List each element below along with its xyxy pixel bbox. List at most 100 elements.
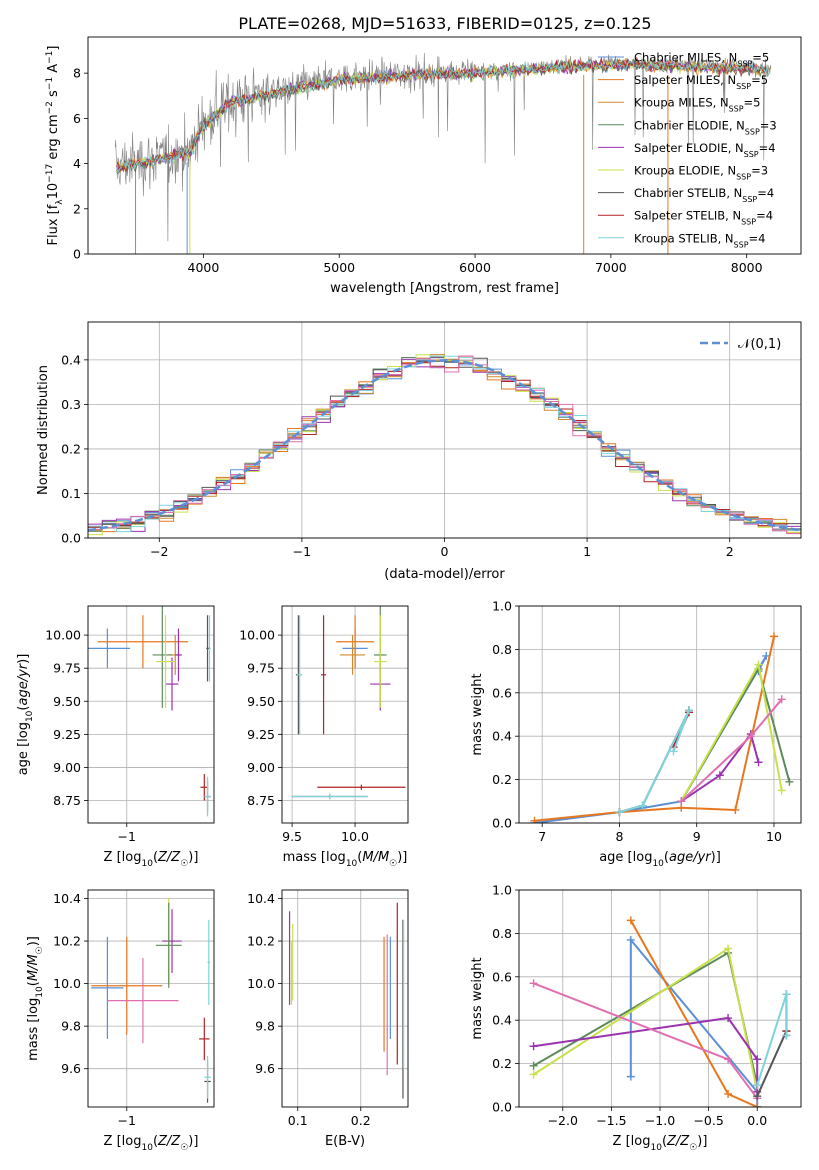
y-tick-label: 9.00 — [53, 760, 81, 775]
y-tick-label: 9.00 — [247, 760, 275, 775]
x-tick-label: −1.5 — [596, 1113, 626, 1128]
y-tick-label: 0.2 — [492, 772, 512, 787]
legend-entry: Kroupa STELIB, NSSP=4 — [634, 231, 765, 249]
model-spectrum — [116, 56, 769, 173]
weight-marker — [777, 786, 786, 795]
x-tick-label: 9 — [693, 829, 701, 844]
legend-entry: Salpeter STELIB, NSSP=4 — [634, 209, 773, 227]
weight-marker — [626, 1072, 635, 1081]
x-tick-label: −1.0 — [645, 1113, 675, 1128]
weight-marker — [753, 1081, 762, 1090]
weight-marker — [684, 706, 693, 715]
weight-line — [533, 1016, 759, 1092]
x-tick-label: 7000 — [595, 260, 627, 275]
y-tick-label: 1.0 — [492, 883, 512, 898]
y-tick-label: 0.6 — [492, 969, 512, 984]
plot-area-weight_vs_age — [530, 632, 794, 823]
y-tick-label: 8.75 — [53, 793, 81, 808]
panel-age_vs_mass: 9.5 10.0 8.75 9.00 9.25 9.50 9.75 10.00 mass [lo… — [239, 605, 409, 869]
legend-entry: Chabrier STELIB, NSSP=4 — [634, 186, 774, 204]
x-tick-label: −1 — [118, 829, 136, 844]
x-tick-label: 2 — [726, 544, 734, 559]
y-tick-label: 10.2 — [247, 934, 275, 949]
weight-marker — [529, 1070, 538, 1079]
weight-marker — [724, 1014, 733, 1023]
y-tick-label: 0.8 — [492, 642, 512, 657]
panel-weight_vs_Z: −2.0 −1.5 −1.0 −0.5 0.0 0.0 0.2 0.4 0.6 0.8 1.0 mas… — [470, 883, 802, 1153]
x-tick-label: −1 — [118, 1113, 136, 1128]
panel-mass_vs_ebv: 0.1 0.2 9.6 9.8 10.0 10.2 10.4 E(B-V) — [247, 889, 409, 1149]
panel-age_vs_Z: −1 8.75 9.00 9.25 9.50 9.75 10.00 Z [log10(Z/Z☉… — [16, 605, 215, 869]
y-tick-label: 10.2 — [53, 934, 81, 949]
axes-frame — [518, 605, 802, 824]
y-tick-label: 9.6 — [255, 1061, 275, 1076]
weight-marker — [529, 1061, 538, 1070]
y-tick-label: 10.00 — [239, 628, 275, 643]
legend-entry: Salpeter MILES, NSSP=5 — [634, 73, 768, 91]
y-tick-label: 0.4 — [492, 729, 512, 744]
y-tick-label: 10.0 — [53, 976, 81, 991]
weight-marker — [777, 695, 786, 704]
legend-entry: Chabrier MILES, NSSP=5 — [634, 51, 769, 69]
y-tick-label: 0.8 — [492, 926, 512, 941]
plot-area-residuals — [88, 354, 801, 536]
plot-area-weight_vs_Z — [529, 916, 791, 1107]
y-axis-label: mass weight — [470, 673, 485, 755]
x-tick-label: 8000 — [731, 260, 763, 275]
plot-area-age_vs_mass — [292, 606, 406, 800]
axes-frame — [281, 889, 409, 1108]
legend-entry: 𝒩(0,1) — [738, 337, 781, 352]
weight-marker — [638, 801, 647, 810]
weight-marker — [715, 771, 724, 780]
weight-line — [619, 709, 690, 814]
x-tick-label: 0.2 — [351, 1113, 371, 1128]
y-axis-label: mass weight — [470, 957, 485, 1039]
y-tick-label: 10.4 — [53, 891, 81, 906]
x-tick-label: 0.1 — [288, 1113, 308, 1128]
weight-line — [534, 655, 768, 823]
x-tick-label: 1 — [583, 544, 591, 559]
axes-frame — [87, 889, 215, 1108]
axes-frame — [87, 36, 802, 255]
x-tick-label: 0.0 — [747, 1113, 767, 1128]
weight-line — [680, 666, 791, 802]
y-tick-label: 9.6 — [61, 1061, 81, 1076]
plot-area-age_vs_Z — [88, 606, 211, 817]
y-tick-label: 0 — [73, 247, 81, 262]
x-tick-label: 6000 — [459, 260, 491, 275]
y-tick-label: 9.75 — [247, 661, 275, 676]
model-spectrum — [116, 57, 769, 174]
y-tick-label: 0.0 — [492, 1100, 512, 1115]
x-axis-label: E(B-V) — [325, 1134, 365, 1149]
figure-title: PLATE=0268, MJD=51633, FIBERID=0125, z=0… — [238, 14, 651, 33]
y-axis-label: Flux [fλ10−17 erg cm−2 s−1 A−1] — [45, 46, 65, 246]
weight-marker — [669, 747, 678, 756]
panel-spectrum: 4000 5000 6000 7000 8000 0 2 4 6 8 wavelength [Ang… — [45, 36, 802, 296]
weight-line — [629, 919, 758, 1107]
panel-weight_vs_age: 7 8 9 10 0.0 0.2 0.4 0.6 0.8 1.0 mass weight age [l… — [470, 599, 802, 869]
axes-frame — [518, 889, 802, 1108]
weight-marker — [529, 1042, 538, 1051]
y-tick-label: 9.8 — [255, 1019, 275, 1034]
plot-area-mass_vs_Z — [91, 898, 211, 1103]
y-tick-label: 8 — [73, 66, 81, 81]
weight-marker — [754, 758, 763, 767]
weight-marker — [746, 732, 755, 741]
legend-entry: Salpeter ELODIE, NSSP=4 — [634, 141, 776, 159]
x-axis-label: wavelength [Angstrom, rest frame] — [330, 281, 559, 296]
y-axis-label: mass [log10(M/M☉)] — [26, 936, 45, 1061]
x-axis-label: Z [log10(Z/Z☉)] — [613, 1134, 708, 1153]
gaussian-curve — [88, 359, 801, 532]
axes-frame — [87, 321, 802, 539]
y-tick-label: 10.0 — [247, 976, 275, 991]
weight-line — [619, 709, 690, 814]
x-axis-label: Z [log10(Z/Z☉)] — [104, 1134, 199, 1153]
plot-layer: 4000 5000 6000 7000 8000 0 2 4 6 8 wavelength [Ang… — [16, 36, 802, 1153]
weight-marker — [754, 660, 763, 669]
plot-area-mass_vs_ebv — [288, 902, 405, 1099]
y-tick-label: 9.8 — [61, 1019, 81, 1034]
y-tick-label: 0.4 — [492, 1013, 512, 1028]
x-tick-label: −0.5 — [693, 1113, 723, 1128]
weight-marker — [626, 916, 635, 925]
y-tick-label: 4 — [73, 156, 81, 171]
